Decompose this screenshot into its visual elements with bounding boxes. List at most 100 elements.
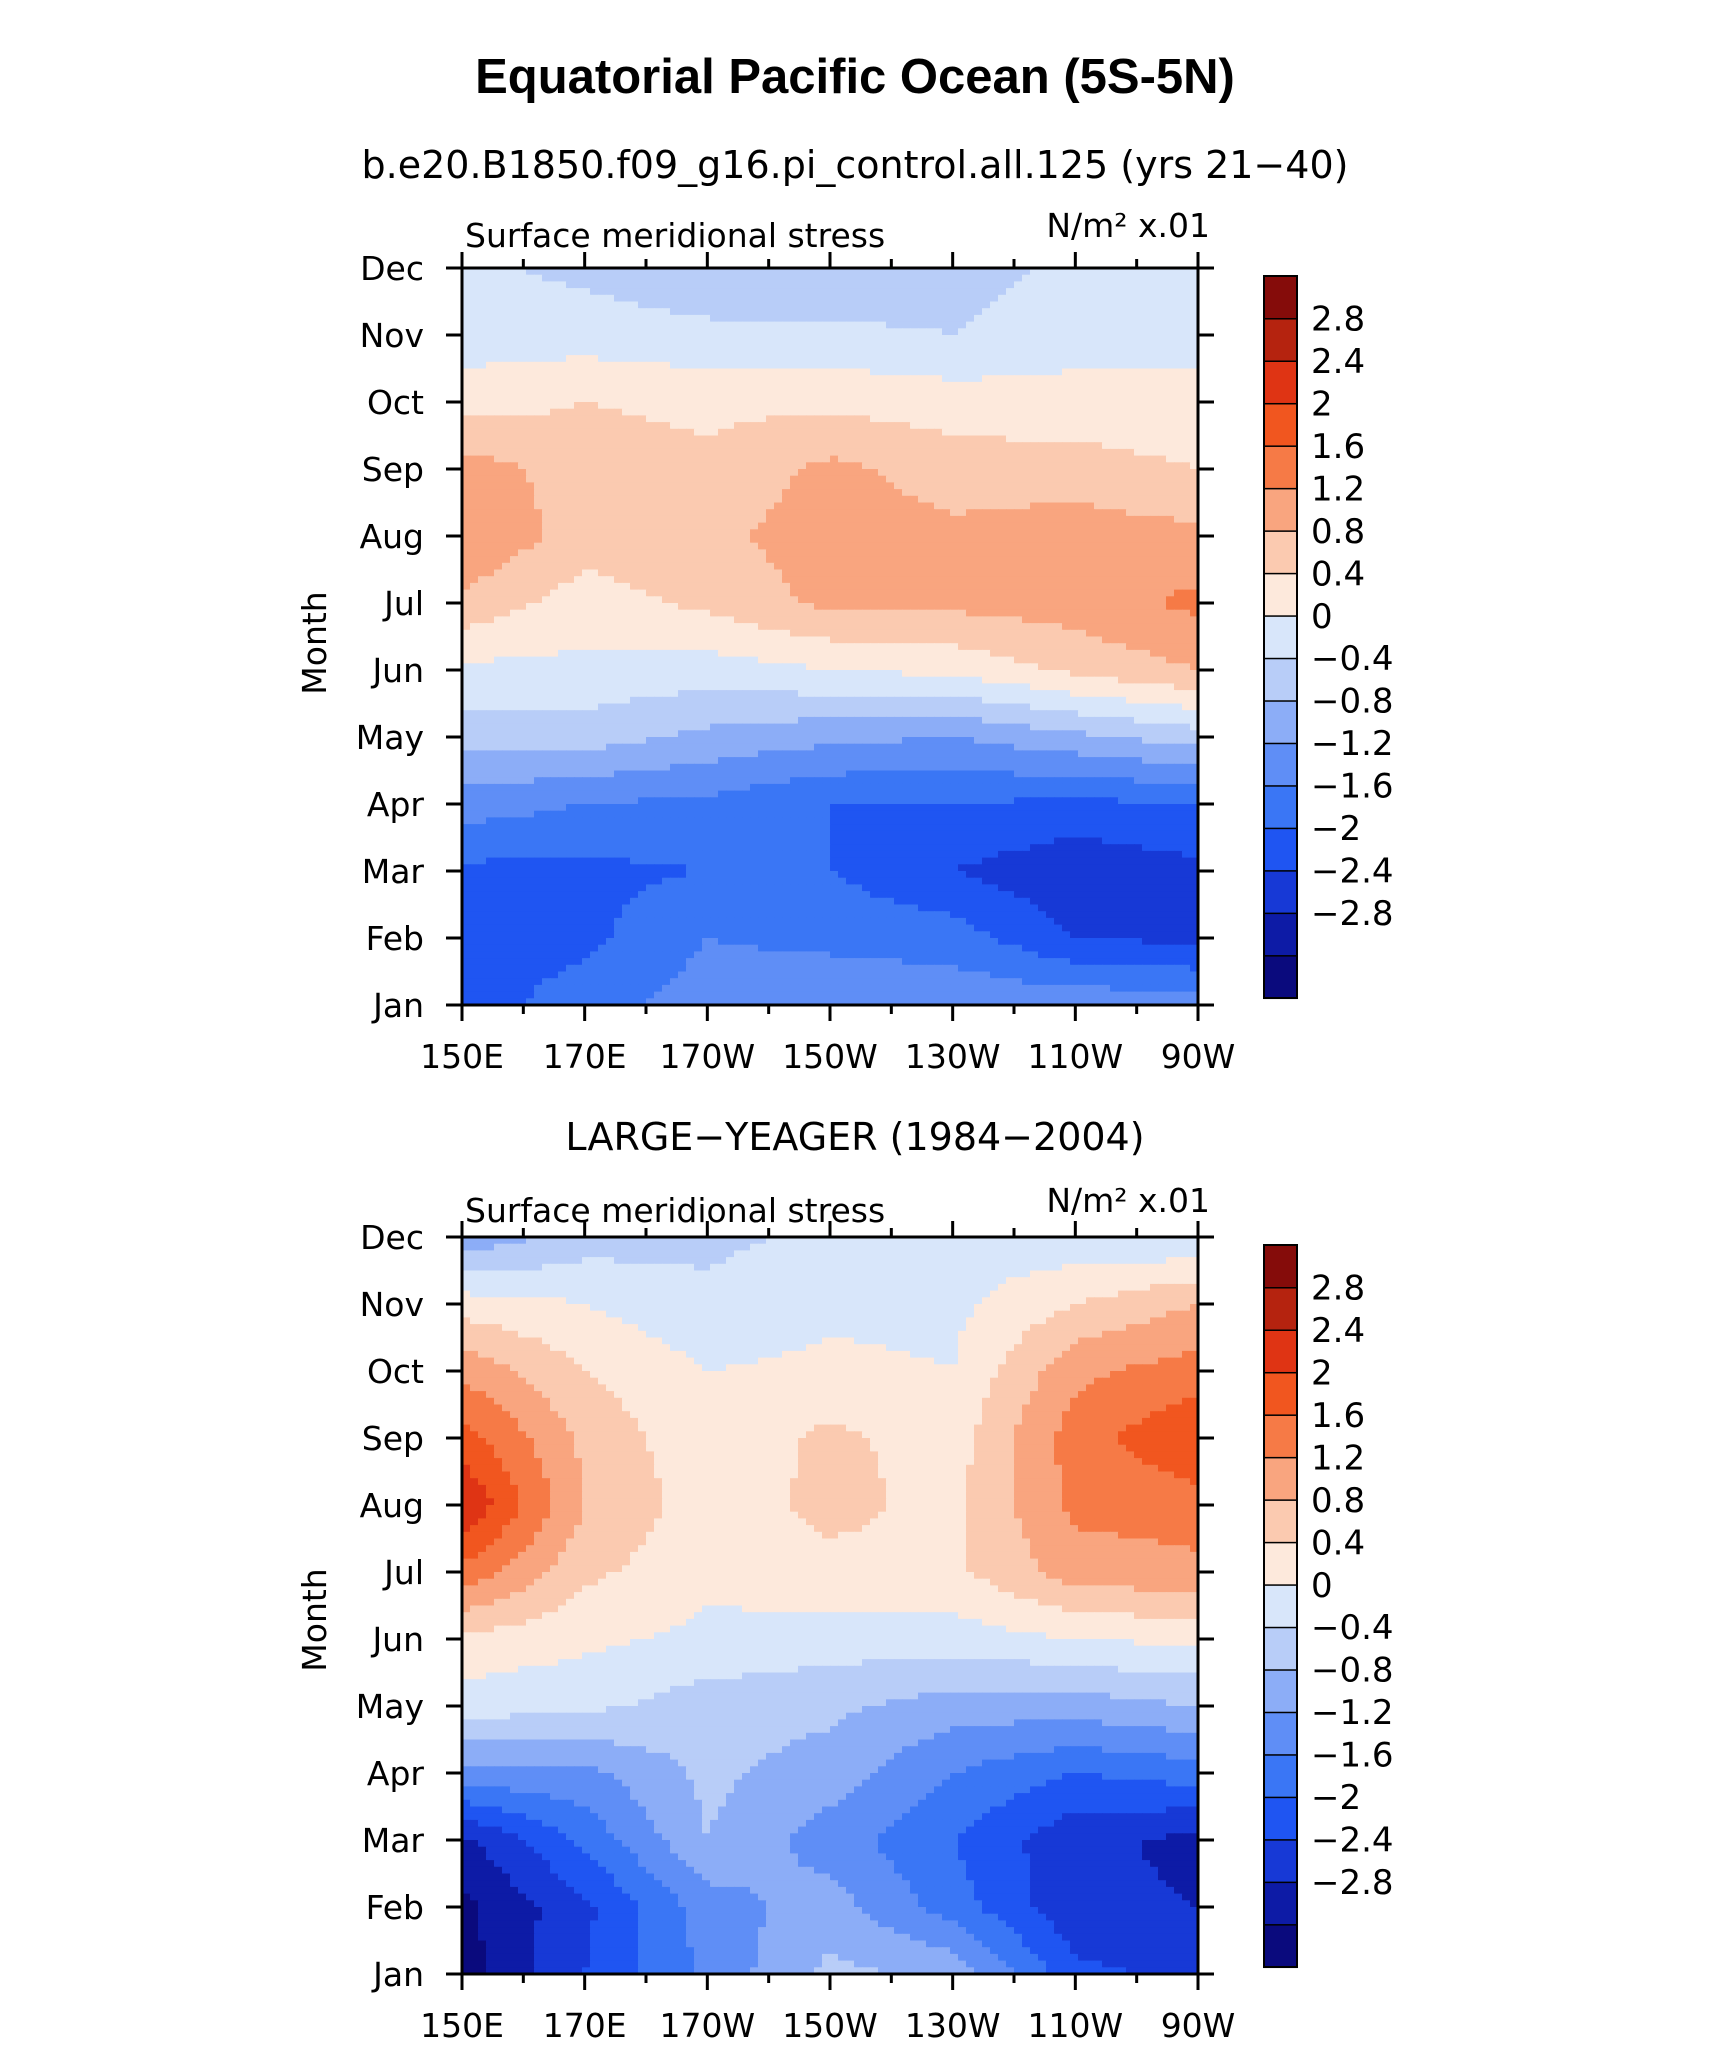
heatmap-cell	[1134, 462, 1143, 469]
heatmap-cell	[574, 596, 583, 603]
heatmap-cell	[870, 335, 879, 342]
heatmap-cell	[902, 302, 911, 309]
heatmap-cell	[1006, 576, 1015, 583]
heatmap-cell	[638, 596, 647, 603]
heatmap-cell	[1102, 375, 1111, 382]
heatmap-cell	[1094, 449, 1103, 456]
heatmap-cell	[726, 449, 735, 456]
heatmap-cell	[974, 302, 983, 309]
heatmap-cell	[726, 395, 735, 402]
heatmap-cell	[1014, 576, 1023, 583]
heatmap-cell	[686, 302, 695, 309]
heatmap-cell	[582, 576, 591, 583]
heatmap-cell	[1078, 369, 1087, 376]
heatmap-cell	[878, 295, 887, 302]
heatmap-cell	[774, 563, 783, 570]
heatmap-cell	[510, 563, 519, 570]
heatmap-cell	[950, 509, 959, 516]
heatmap-cell	[566, 328, 575, 335]
heatmap-cell	[558, 275, 567, 282]
heatmap-cell	[758, 436, 767, 443]
heatmap-cell	[1078, 489, 1087, 496]
heatmap-cell	[526, 476, 535, 483]
heatmap-cell	[878, 369, 887, 376]
heatmap-cell	[486, 482, 495, 489]
heatmap-cell	[518, 523, 527, 530]
heatmap-cell	[654, 315, 663, 322]
heatmap-cell	[622, 556, 631, 563]
heatmap-cell	[470, 375, 479, 382]
heatmap-cell	[878, 315, 887, 322]
heatmap-cell	[926, 603, 935, 610]
heatmap-cell	[814, 603, 823, 610]
heatmap-cell	[486, 382, 495, 389]
heatmap-cell	[1006, 543, 1015, 550]
heatmap-cell	[502, 281, 511, 288]
heatmap-cell	[646, 576, 655, 583]
heatmap-cell	[998, 382, 1007, 389]
heatmap-cell	[526, 342, 535, 349]
heatmap-cell	[814, 295, 823, 302]
heatmap-cell	[670, 603, 679, 610]
heatmap-cell	[630, 302, 639, 309]
heatmap-cell	[670, 482, 679, 489]
heatmap-cell	[630, 369, 639, 376]
heatmap-cell	[1038, 355, 1047, 362]
heatmap-cell	[934, 523, 943, 530]
heatmap-cell	[1142, 335, 1151, 342]
heatmap-cell	[934, 275, 943, 282]
heatmap-cell	[758, 302, 767, 309]
heatmap-cell	[846, 429, 855, 436]
heatmap-cell	[470, 616, 479, 623]
heatmap-cell	[886, 275, 895, 282]
heatmap-cell	[950, 275, 959, 282]
heatmap-cell	[1022, 415, 1031, 422]
heatmap-cell	[502, 449, 511, 456]
heatmap-cell	[1174, 456, 1183, 463]
heatmap-cell	[910, 389, 919, 396]
heatmap-cell	[1054, 596, 1063, 603]
heatmap-cell	[1006, 503, 1015, 510]
heatmap-cell	[734, 442, 743, 449]
heatmap-cell	[1054, 489, 1063, 496]
heatmap-cell	[694, 496, 703, 503]
heatmap-cell	[590, 322, 599, 329]
heatmap-cell	[622, 382, 631, 389]
heatmap-cell	[958, 288, 967, 295]
heatmap-cell	[1134, 489, 1143, 496]
heatmap-cell	[558, 369, 567, 376]
heatmap-cell	[902, 503, 911, 510]
heatmap-cell	[638, 556, 647, 563]
heatmap-cell	[1174, 382, 1183, 389]
heatmap-cell	[606, 415, 615, 422]
heatmap-cell	[902, 375, 911, 382]
heatmap-cell	[1134, 469, 1143, 476]
heatmap-cell	[966, 516, 975, 523]
heatmap-cell	[1030, 516, 1039, 523]
heatmap-cell	[1062, 362, 1071, 369]
heatmap-cell	[1126, 596, 1135, 603]
heatmap-cell	[1038, 596, 1047, 603]
heatmap-cell	[606, 322, 615, 329]
heatmap-cell	[942, 369, 951, 376]
heatmap-cell	[702, 442, 711, 449]
heatmap-cell	[1174, 436, 1183, 443]
heatmap-cell	[966, 482, 975, 489]
heatmap-cell	[1110, 389, 1119, 396]
heatmap-cell	[774, 449, 783, 456]
heatmap-cell	[686, 596, 695, 603]
heatmap-cell	[1174, 295, 1183, 302]
heatmap-cell	[1110, 456, 1119, 463]
heatmap-cell	[894, 543, 903, 550]
heatmap-cell	[1182, 415, 1191, 422]
heatmap-cell	[918, 469, 927, 476]
heatmap-cell	[934, 596, 943, 603]
heatmap-cell	[1118, 529, 1127, 536]
heatmap-cell	[726, 322, 735, 329]
heatmap-cell	[1118, 436, 1127, 443]
heatmap-cell	[1150, 536, 1159, 543]
heatmap-cell	[622, 616, 631, 623]
heatmap-cell	[766, 409, 775, 416]
heatmap-cell	[1126, 489, 1135, 496]
heatmap-cell	[1142, 322, 1151, 329]
